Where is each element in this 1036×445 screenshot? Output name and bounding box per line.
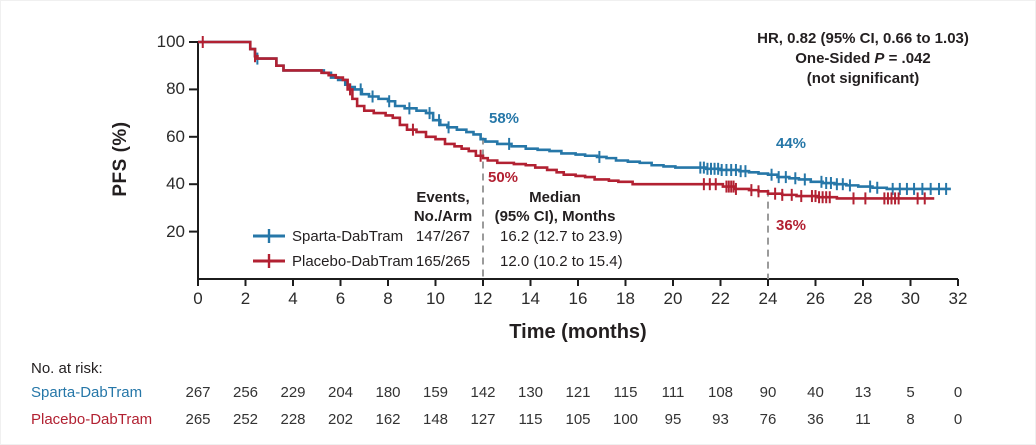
y-tick-label: 40: [166, 174, 185, 194]
x-tick-label: 32: [948, 289, 968, 308]
risk-count: 95: [664, 411, 682, 428]
landmark-12mo-blue: 58%: [489, 110, 520, 127]
km-curve-red: [198, 40, 935, 200]
risk-count: 121: [565, 384, 591, 401]
x-tick-label: 12: [473, 289, 493, 308]
hr-annotation-line1: HR, 0.82 (95% CI, 0.66 to 1.03): [757, 30, 969, 47]
y-tick-label: 100: [156, 32, 185, 51]
risk-count: 0: [953, 384, 963, 401]
landmark-24mo-blue: 44%: [776, 135, 807, 152]
risk-count: 36: [807, 411, 824, 428]
x-tick-label: 16: [568, 289, 588, 308]
x-tick-label: 6: [335, 289, 346, 308]
y-tick-label: 20: [166, 221, 185, 241]
risk-row-label-sparta: Sparta-DabTram: [31, 384, 143, 401]
km-curve-blue: [198, 40, 951, 191]
x-tick-label: 4: [288, 289, 298, 308]
risk-count: 115: [518, 411, 543, 428]
risk-count: 111: [661, 384, 685, 401]
risk-count: 115: [613, 384, 638, 401]
legend-events-placebo: 165/265: [415, 253, 471, 270]
hr-annotation-line3: (not significant): [806, 70, 920, 87]
legend-events-sparta: 147/267: [415, 228, 471, 245]
x-tick-label: 26: [806, 289, 825, 308]
x-tick-label: 22: [711, 289, 730, 308]
risk-count: 229: [280, 384, 306, 401]
y-tick-label: 60: [166, 126, 185, 146]
risk-count: 148: [422, 411, 449, 428]
risk-count: 11: [855, 411, 871, 428]
legend-name-sparta: Sparta-DabTram: [292, 228, 404, 245]
x-tick-label: 20: [663, 289, 683, 308]
risk-count: 265: [185, 411, 211, 428]
risk-count: 40: [807, 384, 824, 401]
legend-header-median: Median (95% CI), Months: [494, 189, 616, 225]
y-axis-title: PFS (%): [110, 121, 131, 197]
x-tick-label: 0: [193, 289, 203, 308]
risk-count: 100: [612, 411, 639, 428]
x-axis-title: Time (months): [509, 321, 647, 343]
risk-count: 256: [232, 384, 259, 401]
landmark-12mo-red: 50%: [488, 169, 519, 186]
risk-count: 228: [280, 411, 306, 428]
x-tick-label: 24: [758, 289, 778, 308]
hr-annotation-line2: One-Sided P = .042: [795, 50, 931, 67]
risk-count: 142: [470, 384, 496, 401]
x-tick-label: 28: [853, 289, 873, 308]
risk-count: 267: [185, 384, 211, 401]
risk-count: 127: [470, 411, 496, 428]
risk-count: 0: [953, 411, 963, 428]
x-tick-label: 8: [383, 289, 393, 308]
risk-count: 130: [517, 384, 544, 401]
x-tick-label: 2: [240, 289, 251, 308]
hr-annotation: HR, 0.82 (95% CI, 0.66 to 1.03) One-Side…: [757, 29, 969, 89]
risk-count: 202: [327, 411, 354, 428]
legend-median-sparta: 16.2 (12.7 to 23.9): [500, 228, 623, 245]
risk-count: 162: [375, 411, 401, 428]
risk-count: 252: [232, 411, 259, 428]
risk-count: 5: [906, 384, 915, 401]
legend-header-events: Events, No./Arm: [413, 189, 473, 225]
x-tick-label: 30: [901, 289, 920, 308]
x-tick-label: 18: [616, 289, 635, 308]
risk-count: 108: [707, 384, 734, 401]
risk-row-label-placebo: Placebo-DabTram: [31, 411, 153, 428]
risk-count: 180: [375, 384, 401, 401]
risk-table-title: No. at risk:: [31, 360, 103, 377]
risk-count: 76: [759, 411, 777, 428]
legend-median-placebo: 12.0 (10.2 to 15.4): [500, 253, 623, 270]
x-tick-label: 14: [521, 289, 540, 308]
risk-count: 105: [565, 411, 591, 428]
x-tick-label: 10: [426, 289, 445, 308]
risk-count: 93: [712, 411, 729, 428]
risk-count: 13: [854, 384, 872, 401]
risk-count: 8: [906, 411, 915, 428]
legend-name-placebo: Placebo-DabTram: [292, 253, 414, 270]
landmark-24mo-red: 36%: [776, 217, 807, 234]
y-tick-label: 80: [166, 79, 185, 99]
risk-count: 90: [759, 384, 777, 401]
risk-count: 204: [327, 384, 354, 401]
risk-count: 159: [422, 384, 449, 401]
